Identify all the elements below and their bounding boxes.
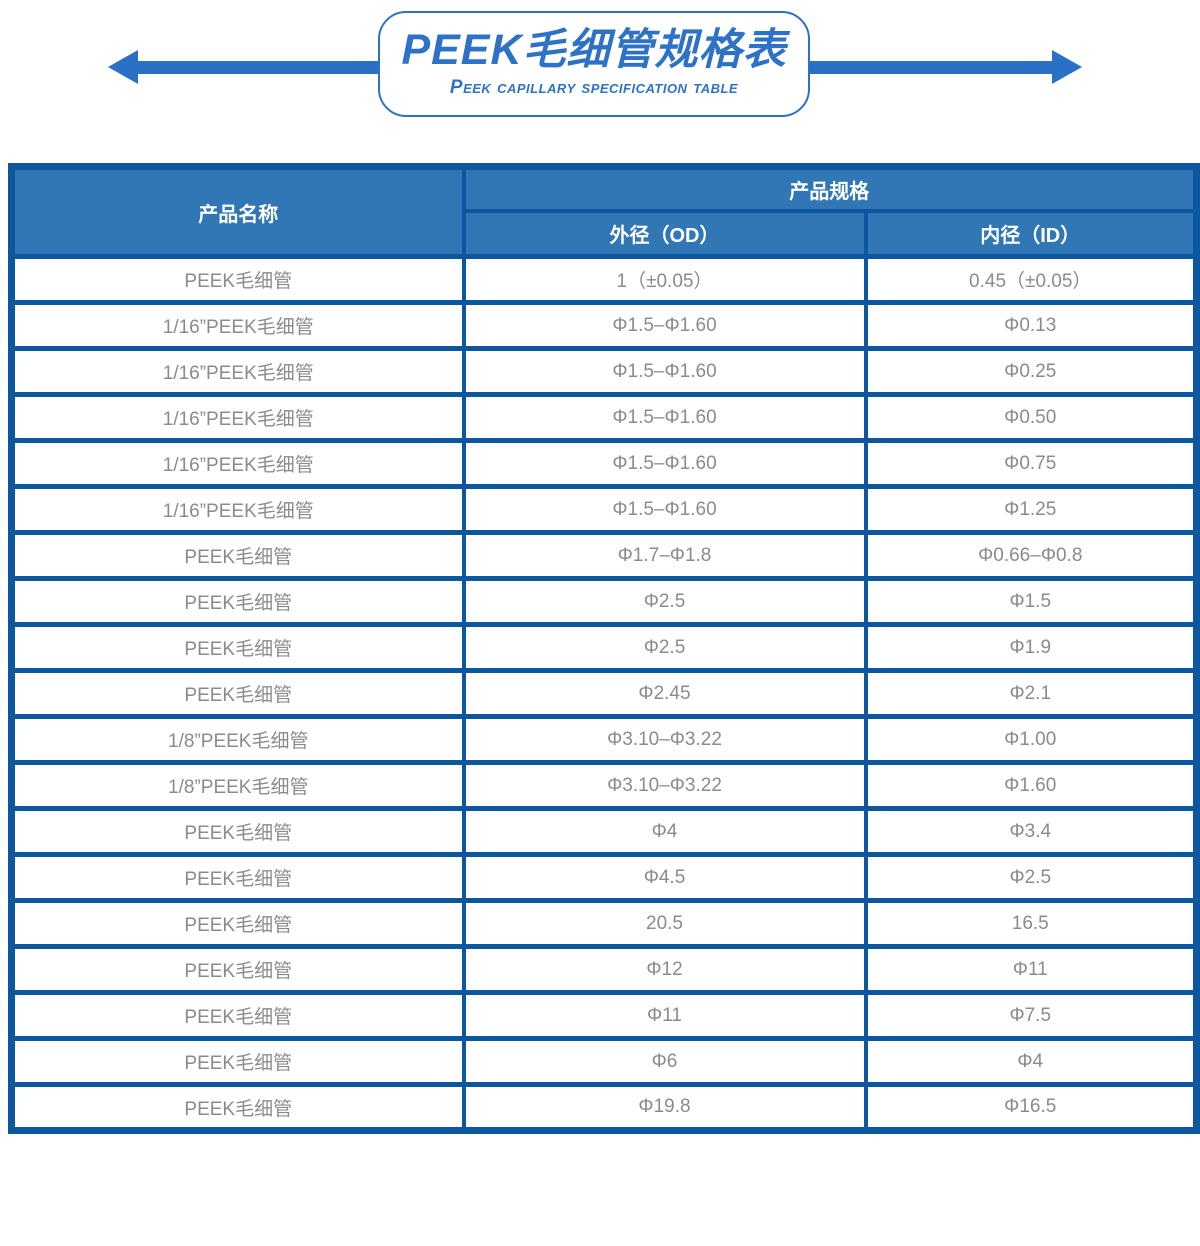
- right-arrow-bar: [806, 61, 1054, 74]
- product-name-cell: 1/16”PEEK毛细管: [9, 392, 466, 443]
- col-header-product-name: 产品名称: [9, 164, 466, 259]
- product-name-cell: PEEK毛细管: [9, 898, 466, 949]
- header-row-sub: 外径（OD） 内径（ID）: [12, 208, 1199, 259]
- id-cell: Φ4: [863, 1036, 1199, 1087]
- table-row: PEEK毛细管 Φ11 Φ7.5: [9, 990, 1199, 1041]
- table-row: PEEK毛细管 Φ19.8 Φ16.5: [9, 1082, 1199, 1133]
- od-cell: Φ11: [461, 990, 868, 1041]
- product-name-cell: PEEK毛细管: [9, 1082, 466, 1133]
- table-row: 1/16”PEEK毛细管 Φ1.5–Φ1.60 Φ0.13: [9, 300, 1199, 351]
- product-name-cell: PEEK毛细管: [9, 852, 466, 903]
- table-row: 1/8”PEEK毛细管 Φ3.10–Φ3.22 Φ1.00: [9, 714, 1199, 765]
- od-cell: Φ6: [461, 1036, 868, 1087]
- hero-banner: PEEK毛细管规格表 Peek capillary specification …: [0, 0, 1200, 163]
- table-row: PEEK毛细管 Φ2.45 Φ2.1: [9, 668, 1199, 719]
- title-box: PEEK毛细管规格表 Peek capillary specification …: [378, 11, 810, 117]
- spec-table-body: PEEK毛细管 1（±0.05） 0.45（±0.05） 1/16”PEEK毛细管 Φ1…: [9, 254, 1199, 1133]
- table-row: PEEK毛细管 Φ1.7–Φ1.8 Φ0.66–Φ0.8: [9, 530, 1199, 581]
- id-cell: Φ0.66–Φ0.8: [863, 530, 1199, 581]
- od-cell: Φ1.5–Φ1.60: [461, 300, 868, 351]
- table-row: PEEK毛细管 Φ2.5 Φ1.9: [9, 622, 1199, 673]
- od-cell: Φ3.10–Φ3.22: [461, 714, 868, 765]
- id-cell: Φ2.5: [863, 852, 1199, 903]
- id-cell: Φ0.75: [863, 438, 1199, 489]
- product-name-cell: 1/16”PEEK毛细管: [9, 484, 466, 535]
- id-cell: Φ16.5: [863, 1082, 1199, 1133]
- header-row-top: 产品名称 产品规格: [9, 164, 1199, 259]
- id-cell: Φ1.00: [863, 714, 1199, 765]
- id-cell: Φ1.9: [863, 622, 1199, 673]
- left-arrow-bar: [134, 61, 392, 74]
- spec-table-header: 产品名称 产品规格 外径（OD） 内径（ID）: [9, 164, 1199, 259]
- col-header-od: 外径（OD）: [461, 208, 868, 259]
- product-name-cell: PEEK毛细管: [9, 990, 466, 1041]
- product-name-cell: PEEK毛细管: [9, 576, 466, 627]
- spec-table: 产品名称 产品规格 外径（OD） 内径（ID） PEEK毛细管 1（±0.05） 0…: [8, 163, 1200, 1134]
- product-name-cell: 1/16”PEEK毛细管: [9, 438, 466, 489]
- id-cell: Φ1.60: [863, 760, 1199, 811]
- page-title: PEEK毛细管规格表: [401, 26, 787, 74]
- id-cell: Φ2.1: [863, 668, 1199, 719]
- product-name-cell: PEEK毛细管: [9, 668, 466, 719]
- page-subtitle: Peek capillary specification table: [449, 77, 739, 98]
- id-cell: Φ7.5: [863, 990, 1199, 1041]
- col-header-id: 内径（ID）: [863, 208, 1199, 259]
- table-row: 1/16”PEEK毛细管 Φ1.5–Φ1.60 Φ0.50: [9, 392, 1199, 443]
- product-name-cell: PEEK毛细管: [9, 254, 466, 305]
- od-cell: 20.5: [461, 898, 868, 949]
- right-arrow-icon: [1052, 50, 1082, 84]
- product-name-cell: 1/16”PEEK毛细管: [9, 346, 466, 397]
- od-cell: Φ1.5–Φ1.60: [461, 346, 868, 397]
- id-cell: Φ11: [863, 944, 1199, 995]
- table-row: PEEK毛细管 Φ12 Φ11: [9, 944, 1199, 995]
- od-cell: Φ2.5: [461, 622, 868, 673]
- table-row: PEEK毛细管 Φ4 Φ3.4: [9, 806, 1199, 857]
- product-name-cell: 1/8”PEEK毛细管: [9, 760, 466, 811]
- id-cell: Φ0.13: [863, 300, 1199, 351]
- od-cell: Φ4.5: [461, 852, 868, 903]
- product-name-cell: PEEK毛细管: [9, 806, 466, 857]
- table-row: PEEK毛细管 20.5 16.5: [9, 898, 1199, 949]
- left-arrow-icon: [108, 50, 138, 84]
- id-cell: 0.45（±0.05）: [863, 254, 1199, 305]
- table-row: 1/16”PEEK毛细管 Φ1.5–Φ1.60 Φ0.25: [9, 346, 1199, 397]
- product-name-cell: PEEK毛细管: [9, 944, 466, 995]
- od-cell: Φ4: [461, 806, 868, 857]
- table-row: 1/16”PEEK毛细管 Φ1.5–Φ1.60 Φ0.75: [9, 438, 1199, 489]
- od-cell: Φ1.7–Φ1.8: [461, 530, 868, 581]
- id-cell: Φ1.5: [863, 576, 1199, 627]
- product-name-cell: PEEK毛细管: [9, 1036, 466, 1087]
- od-cell: Φ19.8: [461, 1082, 868, 1133]
- od-cell: Φ2.5: [461, 576, 868, 627]
- col-header-spec: 产品规格: [461, 164, 1199, 213]
- od-cell: Φ12: [461, 944, 868, 995]
- product-name-cell: 1/8”PEEK毛细管: [9, 714, 466, 765]
- table-row: 1/8”PEEK毛细管 Φ3.10–Φ3.22 Φ1.60: [9, 760, 1199, 811]
- od-cell: Φ1.5–Φ1.60: [461, 438, 868, 489]
- od-cell: Φ1.5–Φ1.60: [461, 392, 868, 443]
- od-cell: Φ3.10–Φ3.22: [461, 760, 868, 811]
- id-cell: Φ3.4: [863, 806, 1199, 857]
- product-name-cell: PEEK毛细管: [9, 622, 466, 673]
- od-cell: 1（±0.05）: [461, 254, 868, 305]
- id-cell: Φ0.50: [863, 392, 1199, 443]
- od-cell: Φ1.5–Φ1.60: [461, 484, 868, 535]
- table-row: 1/16”PEEK毛细管 Φ1.5–Φ1.60 Φ1.25: [9, 484, 1199, 535]
- table-row: PEEK毛细管 Φ6 Φ4: [9, 1036, 1199, 1087]
- id-cell: 16.5: [863, 898, 1199, 949]
- id-cell: Φ0.25: [863, 346, 1199, 397]
- table-row: PEEK毛细管 1（±0.05） 0.45（±0.05）: [9, 254, 1199, 305]
- table-row: PEEK毛细管 Φ4.5 Φ2.5: [9, 852, 1199, 903]
- product-name-cell: PEEK毛细管: [9, 530, 466, 581]
- od-cell: Φ2.45: [461, 668, 868, 719]
- id-cell: Φ1.25: [863, 484, 1199, 535]
- product-name-cell: 1/16”PEEK毛细管: [9, 300, 466, 351]
- table-row: PEEK毛细管 Φ2.5 Φ1.5: [9, 576, 1199, 627]
